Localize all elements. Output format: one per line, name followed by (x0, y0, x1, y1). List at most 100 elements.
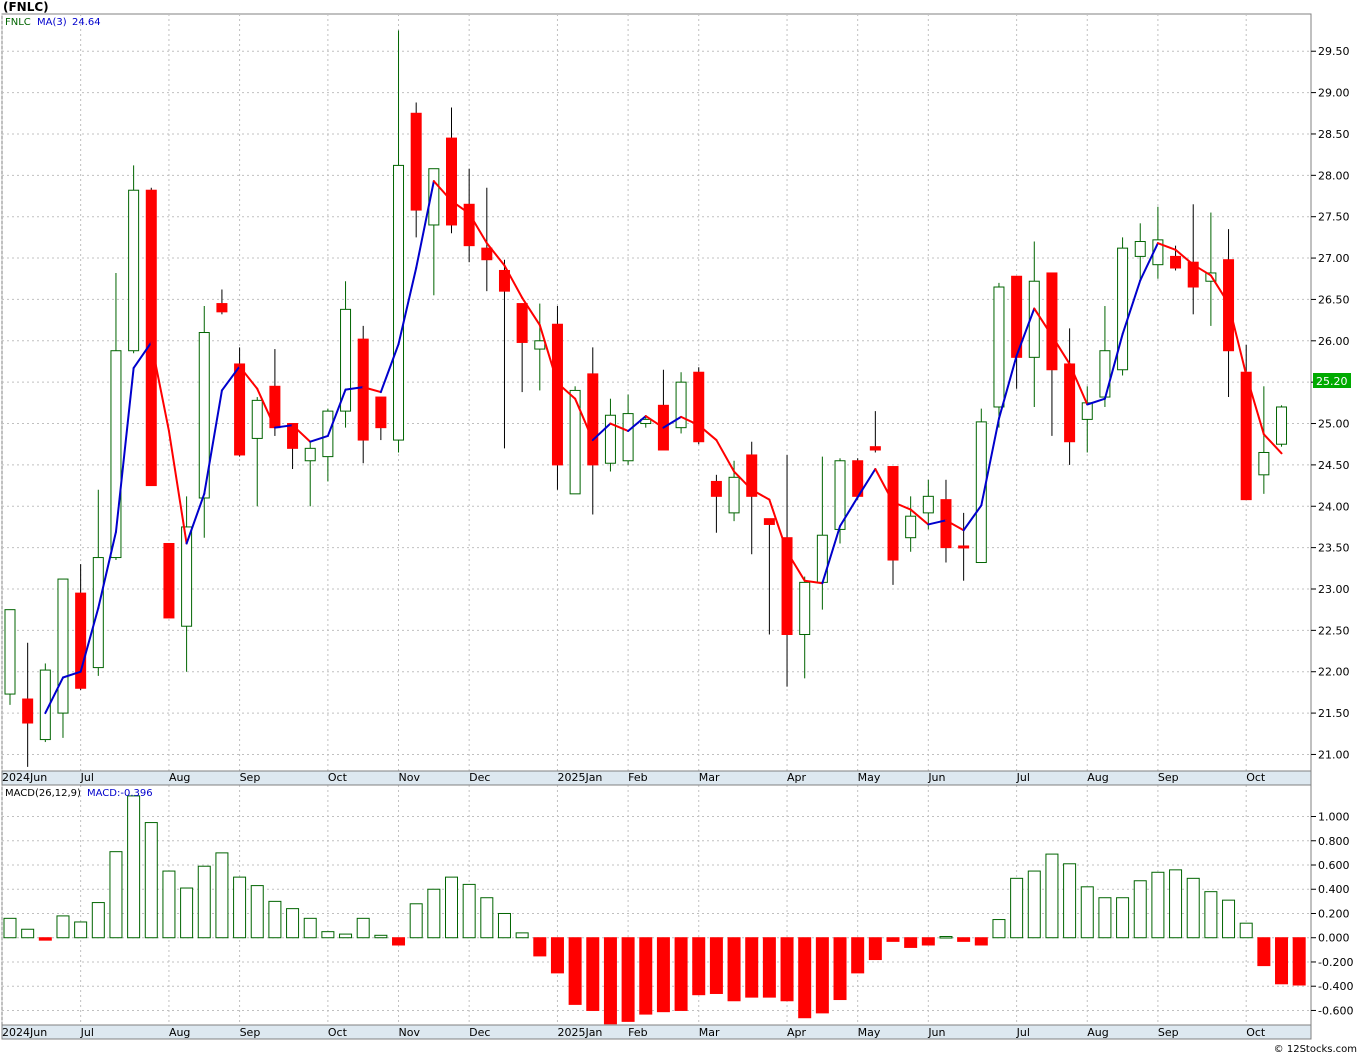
macd-bar-negative (833, 937, 847, 1001)
candle-body (816, 534, 828, 583)
ma3-segment-falling (786, 550, 806, 582)
macd-bar-negative (851, 937, 865, 974)
ma3-segment-falling (909, 508, 930, 526)
macd-bar-positive (3, 917, 17, 939)
macd-x-tick-label: 2025Jan (557, 1026, 602, 1039)
candle-body (1134, 241, 1146, 257)
price-y-tick-label: 22.50 (1318, 624, 1350, 637)
ma3-segment-falling (803, 579, 824, 585)
macd-x-tick-label: Sep (1158, 1026, 1179, 1039)
macd-x-tick-label: Mar (699, 1026, 720, 1039)
ma3-segment-rising (980, 417, 1000, 507)
macd-bar-positive (180, 887, 194, 939)
candle-up (304, 441, 316, 507)
macd-bar-positive (445, 876, 458, 939)
ma3-segment-rising (97, 530, 117, 610)
macd-bar-positive (286, 908, 300, 939)
candle-body (198, 332, 210, 499)
macd-bar-negative (603, 937, 617, 1025)
price-x-tick-label: Apr (787, 771, 807, 784)
price-x-axis-band (1, 770, 1312, 786)
candle-body (304, 447, 316, 462)
ma3-segment-falling (1050, 334, 1071, 365)
ma3-segment-rising (185, 492, 206, 545)
price-y-tick-label: 24.50 (1318, 459, 1350, 472)
macd-bar-positive (1098, 897, 1112, 939)
candle-down (498, 259, 510, 449)
candle-up (993, 282, 1005, 428)
macd-bar-positive (56, 915, 70, 939)
candle-body (693, 371, 705, 443)
ma3-segment-falling (150, 341, 170, 432)
price-x-tick-label: Mar (699, 771, 720, 784)
ma3-segment-rising (415, 180, 435, 269)
price-x-tick-label: Aug (1087, 771, 1108, 784)
macd-bar-positive (303, 917, 317, 939)
ma3-segment-falling (1174, 248, 1195, 266)
candle-down (216, 289, 228, 315)
macd-bar-positive (1133, 880, 1147, 939)
macd-bar-positive (197, 865, 211, 939)
macd-bar-negative (868, 937, 882, 961)
ma3-segment-falling (644, 415, 665, 429)
macd-x-tick-label: Aug (1087, 1026, 1108, 1039)
candle-down (763, 518, 775, 635)
macd-bar-positive (268, 900, 282, 939)
candle-body (1046, 272, 1058, 371)
candle-up (251, 397, 263, 507)
ma3-segment-falling (750, 488, 771, 501)
candle-body (92, 557, 104, 669)
candle-body (287, 423, 299, 449)
macd-bar-positive (1204, 891, 1218, 939)
candle-body (534, 340, 546, 350)
candle-body (869, 446, 881, 451)
macd-x-tick-label: Oct (1246, 1026, 1266, 1039)
ma3-segment-falling (944, 519, 965, 532)
candle-up (1134, 223, 1146, 282)
candle-up (181, 496, 193, 672)
macd-x-axis-band (1, 1024, 1312, 1040)
macd-bar-negative (798, 937, 812, 1019)
ma3-segment-falling (503, 264, 524, 299)
candle-up (4, 609, 16, 705)
ma3-segment-rising (927, 519, 947, 526)
macd-x-tick-label: Jul (80, 1026, 94, 1039)
candle-body (234, 363, 246, 456)
macd-legend: MACD(26,12,9) MACD:-0.396 (5, 788, 153, 799)
candle-up (975, 408, 987, 564)
candle-down (287, 423, 299, 470)
candle-up (799, 576, 811, 679)
price-y-tick-label: 26.00 (1318, 335, 1350, 348)
macd-y-tick-label: 0.600 (1318, 859, 1350, 872)
ma3-segment-falling (256, 387, 276, 429)
ma3-segment-falling (450, 199, 471, 215)
candle-body (569, 389, 581, 495)
candle-down (145, 187, 157, 487)
candle-body (181, 526, 193, 627)
macd-x-tick-label: Sep (240, 1026, 261, 1039)
candle-down (481, 187, 493, 292)
ma3-line (44, 180, 1283, 715)
macd-x-tick-label: Feb (628, 1026, 647, 1039)
candle-body (887, 466, 899, 561)
candle-body (393, 164, 405, 441)
candle-body (410, 112, 422, 211)
price-x-tick-label: Nov (399, 771, 421, 784)
page-title: (FNLC) (3, 0, 49, 14)
price-y-tick-label: 25.00 (1318, 418, 1350, 431)
candle-body (728, 476, 740, 514)
macd-y-tick-label: -0.400 (1318, 980, 1353, 993)
macd-bar-positive (21, 928, 35, 939)
price-y-tick-label: 26.50 (1318, 293, 1350, 306)
price-x-tick-label: Oct (328, 771, 348, 784)
candle-up (340, 281, 352, 428)
macd-y-tick-label: 0.400 (1318, 883, 1350, 896)
ma3-segment-falling (556, 381, 577, 400)
candle-body (1240, 371, 1252, 501)
ma3-segment-rising (132, 341, 153, 370)
macd-bar-positive (74, 921, 88, 939)
candle-body (1117, 247, 1129, 371)
candle-up (393, 30, 405, 453)
ma3-segment-falling (432, 180, 453, 202)
